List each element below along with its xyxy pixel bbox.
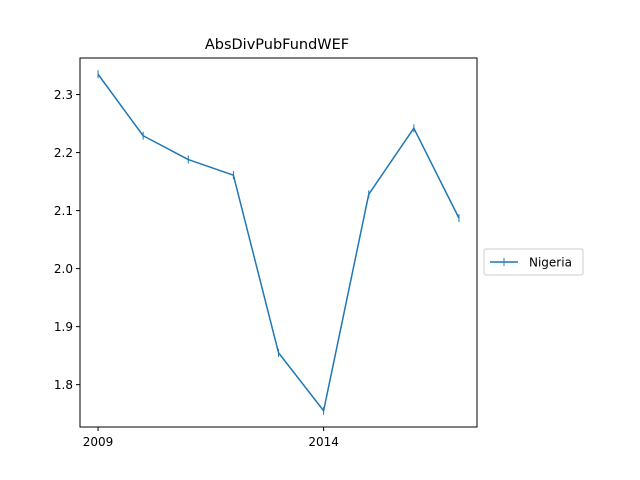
y-tick-label: 2.1 bbox=[54, 204, 73, 218]
x-tick-label: 2014 bbox=[308, 435, 339, 449]
plot-area bbox=[97, 70, 460, 415]
plot-frame bbox=[79, 57, 478, 428]
legend-box bbox=[483, 248, 584, 276]
x-tick-label: 2009 bbox=[83, 435, 114, 449]
legend: Nigeria bbox=[483, 248, 584, 276]
y-tick-label: 2.2 bbox=[54, 146, 73, 160]
legend-label-nigeria: Nigeria bbox=[529, 256, 572, 270]
y-tick-label: 2.0 bbox=[54, 262, 73, 276]
y-tick-label: 1.8 bbox=[54, 378, 73, 392]
chart-title: AbsDivPubFundWEF bbox=[205, 37, 349, 53]
y-tick-label: 1.9 bbox=[54, 320, 73, 334]
y-tick-label: 2.3 bbox=[54, 88, 73, 102]
axes: 1.8 1.9 2.0 2.1 2.2 2.3 2009 2014 bbox=[54, 88, 339, 449]
